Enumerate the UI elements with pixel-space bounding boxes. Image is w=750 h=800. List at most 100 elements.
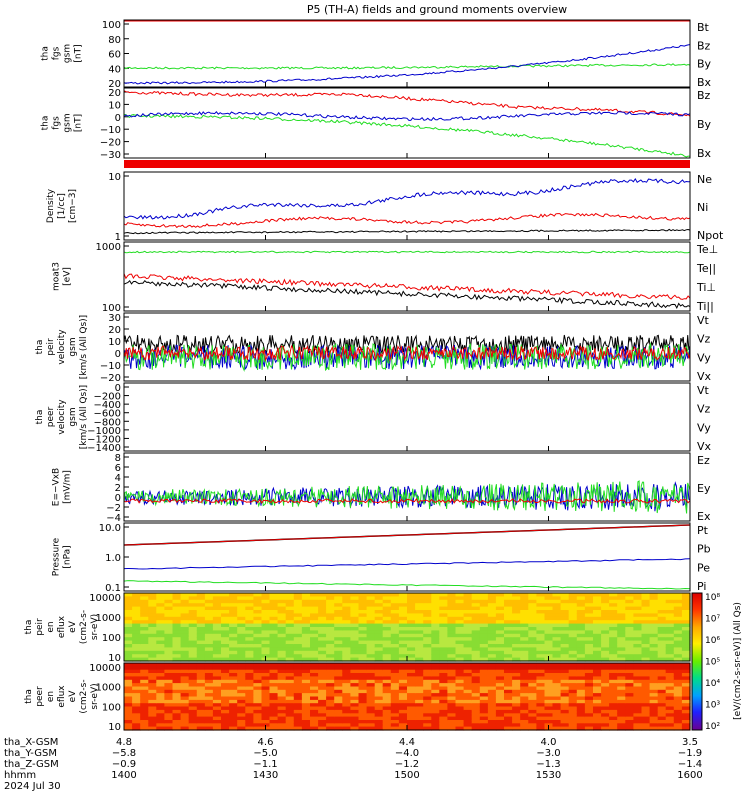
ylabel-line: [mV/m] (63, 470, 73, 504)
ylabel-line: moat3 (52, 262, 62, 291)
xaxis-value: −0.9 (112, 759, 136, 770)
ylabel-line: eV (68, 690, 78, 703)
xaxis-value: −1.9 (678, 748, 702, 759)
legend-Ni: Ni (697, 201, 708, 214)
xaxis-value: −5.0 (253, 748, 277, 759)
ylabel-line: en (46, 621, 56, 632)
ylabel-line: tha (24, 620, 34, 635)
ylabel-line: [eV] (63, 267, 73, 286)
colorbar-tick: 10⁵ (705, 658, 720, 668)
ytick-label: 8 (115, 453, 121, 464)
ytick-label: 2 (115, 483, 121, 494)
legend-Pb: Pb (697, 543, 711, 556)
xaxis-value: −1.4 (678, 759, 702, 770)
legend-Vy: Vy (697, 421, 711, 434)
xaxis-value: 4.4 (399, 737, 415, 748)
ytick-label: −1200 (87, 434, 121, 445)
legend-Vy: Vy (697, 351, 711, 364)
series-Te-par (123, 279, 691, 310)
legend-Vx: Vx (697, 440, 712, 453)
series-Bx (123, 111, 691, 121)
ytick-label: −1000 (87, 426, 121, 437)
legend-Vx: Vx (697, 370, 712, 383)
series-Ne (123, 212, 691, 229)
legend-Pi: Pi (697, 580, 706, 593)
xaxis-value: 1530 (536, 770, 561, 781)
ytick-label: 1 (115, 232, 121, 243)
ytick-label: 20 (108, 88, 121, 99)
ytick-label: 1.0 (105, 553, 121, 564)
ytick-label: 80 (108, 35, 121, 46)
ylabel: Density [1/cc] [cm−3] (46, 188, 78, 223)
ylabel-line: Density (46, 188, 56, 223)
colorbar-tick: 10⁴ (705, 679, 720, 689)
ytick-label: 30 (108, 313, 121, 324)
ylabel-line: gsm (63, 113, 73, 132)
xaxis-row-label: tha_X-GSM (4, 737, 58, 748)
xaxis-value: −4.0 (395, 748, 419, 759)
legend-Ey: Ey (697, 482, 711, 495)
ytick-label: −4 (106, 513, 121, 524)
xaxis-value: 4.8 (116, 737, 132, 748)
ytick-label: −20 (100, 138, 121, 149)
legend-Npot: Npot (697, 229, 724, 242)
colorbar-tick: 10³ (705, 701, 720, 711)
ytick-label: 10 (108, 100, 121, 111)
ytick-label: 100 (102, 303, 121, 314)
legend-Pe: Pe (697, 561, 710, 574)
ylabel-line: sr-eV) (90, 614, 100, 640)
ylabel-line: [nT] (74, 114, 84, 132)
legend-By: By (697, 58, 712, 71)
ytick-label: 20 (108, 79, 121, 90)
series-By (123, 63, 691, 70)
ytick-label: 10 (108, 653, 121, 664)
ylabel: moat3 [eV] (52, 262, 73, 291)
panel-frame (123, 87, 691, 159)
legend-Pt: Pt (697, 524, 709, 537)
legend-Ne: Ne (697, 173, 712, 186)
ylabel-line: tha (24, 689, 34, 704)
panel-frame (123, 19, 691, 88)
legend-By: By (697, 118, 712, 131)
series-Vy (123, 342, 691, 372)
series-Ey (123, 480, 691, 514)
legend-Ez: Ez (697, 454, 710, 467)
ylabel-line: tha (35, 410, 45, 425)
ylabel: tha peer en eflux eV (cm2-s-sr-eV) (24, 679, 100, 713)
ylabel-line: (cm2-s- (79, 679, 89, 713)
ytick-label: −1400 (87, 443, 121, 454)
ylabel-line: velocity (57, 329, 67, 365)
series-Ni (123, 228, 691, 235)
series-Ez (123, 498, 691, 504)
ylabel-line: sr-eV) (90, 683, 100, 709)
xaxis-value: −3.0 (536, 748, 560, 759)
legend-Bx: Bx (697, 147, 712, 160)
ylabel-line: eflux (57, 685, 67, 708)
legend-Bx: Bx (697, 76, 712, 89)
xaxis-value: 4.0 (541, 737, 557, 748)
colorbar (691, 592, 703, 731)
ylabel-line: peir (35, 618, 45, 636)
ylabel-line: [km/s (All Qs)] (79, 385, 89, 449)
ytick-label: −400 (94, 400, 121, 411)
flag-bar (124, 160, 690, 168)
ytick-label: 20 (108, 325, 121, 336)
ylabel-line: (cm2-s- (79, 610, 89, 644)
ytick-label: 10 (108, 722, 121, 733)
ytick-label: −2 (106, 503, 121, 514)
ylabel-line: Pressure (52, 537, 62, 576)
xaxis-value: 3.5 (682, 737, 698, 748)
xaxis-value: 4.6 (258, 737, 274, 748)
ylabel-line: [nT] (74, 44, 84, 62)
peirspec-spectrogram (124, 593, 691, 662)
ytick-label: 4 (115, 473, 121, 484)
ytick-label: 100 (102, 633, 121, 644)
panel-frame (123, 452, 691, 522)
ylabel-line: [cm−3] (68, 189, 78, 223)
ylabel: tha peir en eflux eV (cm2-s-sr-eV) (24, 610, 100, 644)
legend-Vt: Vt (697, 384, 710, 397)
ytick-label: 10 (108, 172, 121, 183)
ytick-label: −800 (94, 417, 121, 428)
ylabel-line: tha (41, 116, 51, 131)
ylabel-line: tha (35, 340, 45, 355)
